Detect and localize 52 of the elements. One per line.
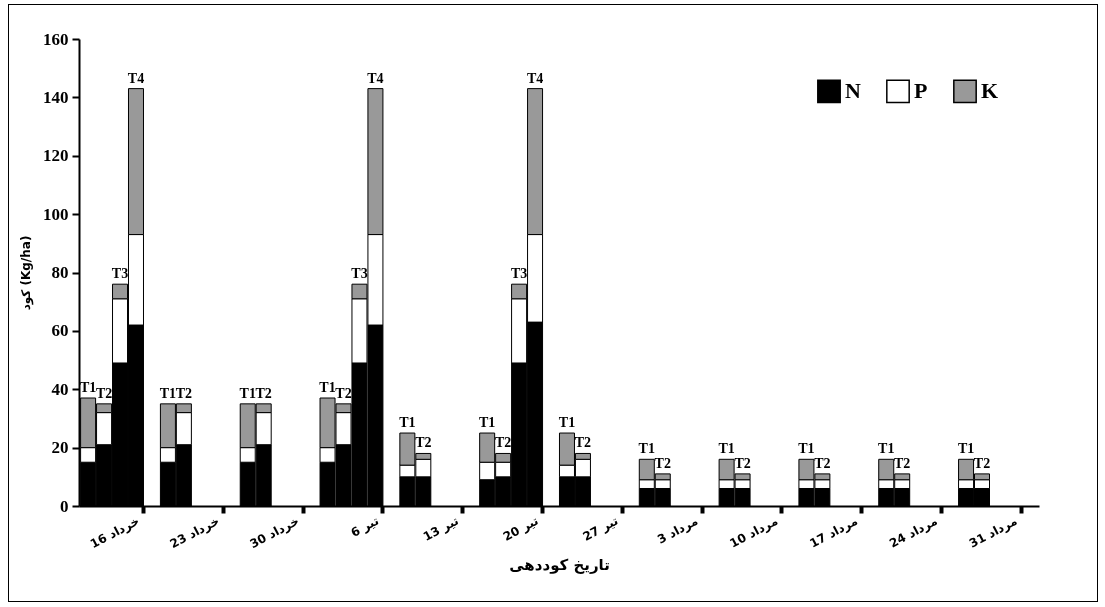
data-label: T1: [798, 441, 815, 457]
data-label: T1: [638, 441, 655, 457]
data-label: T2: [95, 385, 113, 401]
data-label: T3: [111, 266, 129, 282]
data-label: T1: [957, 441, 975, 457]
data-label: T1: [319, 380, 336, 396]
data-label: T2: [415, 435, 432, 451]
x-tick-label: 27 تیر: [580, 513, 621, 544]
y-tick-label: 40: [51, 379, 69, 399]
data-label: T4: [526, 70, 544, 86]
legend-label: K: [981, 78, 999, 104]
data-label: T1: [239, 385, 256, 401]
data-label: T1: [718, 441, 735, 457]
x-axis-title: تاریخ کوددهی: [509, 556, 610, 575]
x-tick-label: 20 تیر: [500, 513, 541, 544]
y-tick-label: 120: [43, 146, 69, 166]
data-label: T2: [175, 385, 193, 401]
y-tick-label: 0: [60, 496, 69, 516]
y-tick-label: 20: [51, 438, 69, 458]
y-tick-label: 80: [51, 263, 69, 282]
x-tick-label: 31 مرداد: [966, 513, 1020, 551]
data-label: T2: [494, 435, 512, 451]
data-label: T2: [255, 385, 272, 401]
data-label: T1: [79, 380, 97, 396]
y-tick-label: 160: [43, 29, 69, 49]
data-label: T4: [127, 70, 145, 86]
x-tick-label: 23 خرداد: [167, 513, 222, 552]
data-label: T1: [159, 385, 177, 401]
y-axis-title: کود (Kg/ha): [19, 235, 34, 311]
data-label: T2: [973, 455, 991, 471]
data-label: T4: [367, 70, 384, 86]
legend-label: N: [845, 78, 861, 104]
x-tick-label: 30 خرداد: [247, 513, 302, 552]
data-label: T2: [894, 455, 911, 471]
x-tick-label: 3 مرداد: [655, 513, 701, 547]
legend-label: P: [914, 78, 928, 104]
data-label: T1: [479, 415, 496, 431]
y-tick-label: 100: [43, 204, 69, 224]
data-label: T1: [399, 415, 416, 431]
x-tick-label: 24 مرداد: [887, 513, 940, 551]
x-tick-label: 16 خرداد: [87, 513, 142, 552]
y-tick-label: 60: [51, 321, 69, 341]
data-label: T2: [574, 435, 592, 451]
x-tick-label: 17 مرداد: [807, 513, 860, 551]
data-label: T2: [814, 455, 831, 471]
data-label: T1: [558, 415, 576, 431]
x-tick-label: 10 مرداد: [727, 513, 781, 551]
data-label: T1: [878, 441, 895, 457]
y-tick-label: 140: [43, 87, 69, 107]
x-tick-label: 6 تیر: [348, 513, 382, 540]
data-label: T3: [510, 266, 528, 282]
x-tick-label: 13 تیر: [420, 513, 461, 544]
